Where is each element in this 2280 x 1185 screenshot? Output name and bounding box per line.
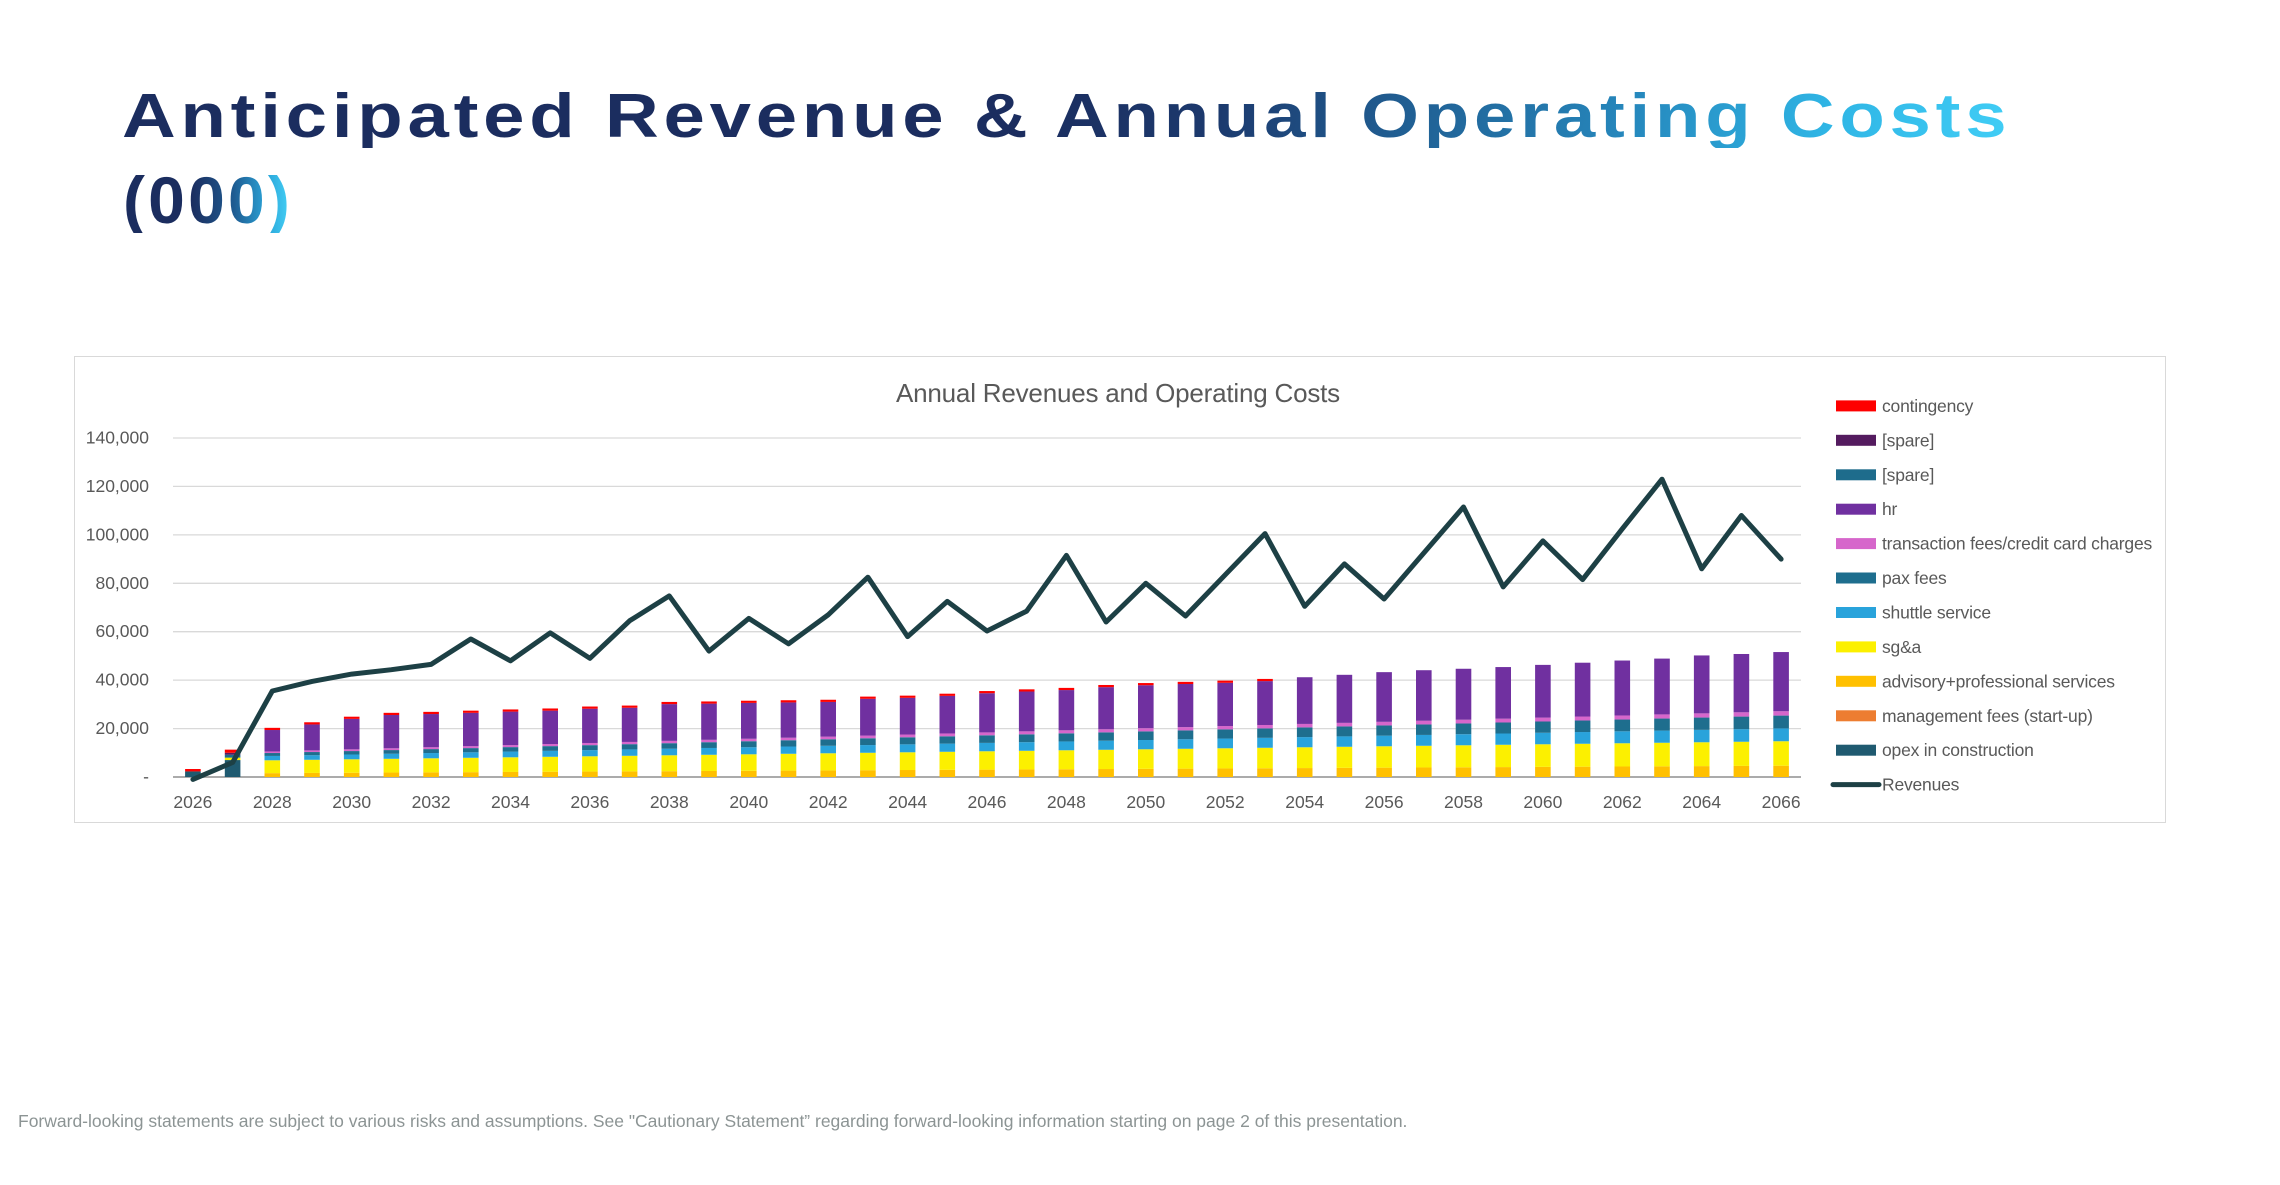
svg-text:2052: 2052 [1206,792,1245,812]
svg-text:advisory+professional services: advisory+professional services [1882,671,2115,691]
svg-text:2066: 2066 [1762,792,1801,812]
svg-text:pax fees: pax fees [1882,568,1947,588]
svg-text:2058: 2058 [1444,792,1483,812]
svg-text:hr: hr [1882,499,1898,519]
svg-text:80,000: 80,000 [95,573,149,593]
svg-text:140,000: 140,000 [86,428,150,448]
svg-text:2036: 2036 [570,792,609,812]
svg-text:2062: 2062 [1603,792,1642,812]
svg-text:[spare]: [spare] [1882,465,1934,485]
svg-text:2026: 2026 [173,792,212,812]
svg-text:shuttle service: shuttle service [1882,603,1991,623]
svg-text:[spare]: [spare] [1882,430,1934,450]
svg-text:2032: 2032 [412,792,451,812]
svg-text:2054: 2054 [1285,792,1324,812]
svg-text:2038: 2038 [650,792,689,812]
svg-text:sg&a: sg&a [1882,637,1922,657]
svg-text:2050: 2050 [1126,792,1165,812]
svg-text:2060: 2060 [1523,792,1562,812]
svg-text:2056: 2056 [1365,792,1404,812]
svg-text:2044: 2044 [888,792,927,812]
svg-text:120,000: 120,000 [86,476,150,496]
svg-text:60,000: 60,000 [95,621,149,641]
svg-text:100,000: 100,000 [86,524,150,544]
svg-text:opex in construction: opex in construction [1882,740,2034,760]
svg-text:2040: 2040 [729,792,768,812]
svg-text:-: - [143,767,149,787]
svg-text:2030: 2030 [332,792,371,812]
svg-text:2046: 2046 [968,792,1007,812]
svg-text:20,000: 20,000 [95,718,149,738]
svg-text:Revenues: Revenues [1882,775,1960,795]
svg-text:management fees (start-up): management fees (start-up) [1882,706,2093,726]
svg-text:2034: 2034 [491,792,530,812]
svg-text:2048: 2048 [1047,792,1086,812]
svg-text:40,000: 40,000 [95,670,149,690]
svg-text:contingency: contingency [1882,396,1974,416]
svg-text:transaction fees/credit card c: transaction fees/credit card charges [1882,534,2152,554]
svg-text:2028: 2028 [253,792,292,812]
svg-text:Annual Revenues and Operating: Annual Revenues and Operating Costs [896,378,1340,408]
svg-text:2042: 2042 [809,792,848,812]
svg-text:2064: 2064 [1682,792,1721,812]
